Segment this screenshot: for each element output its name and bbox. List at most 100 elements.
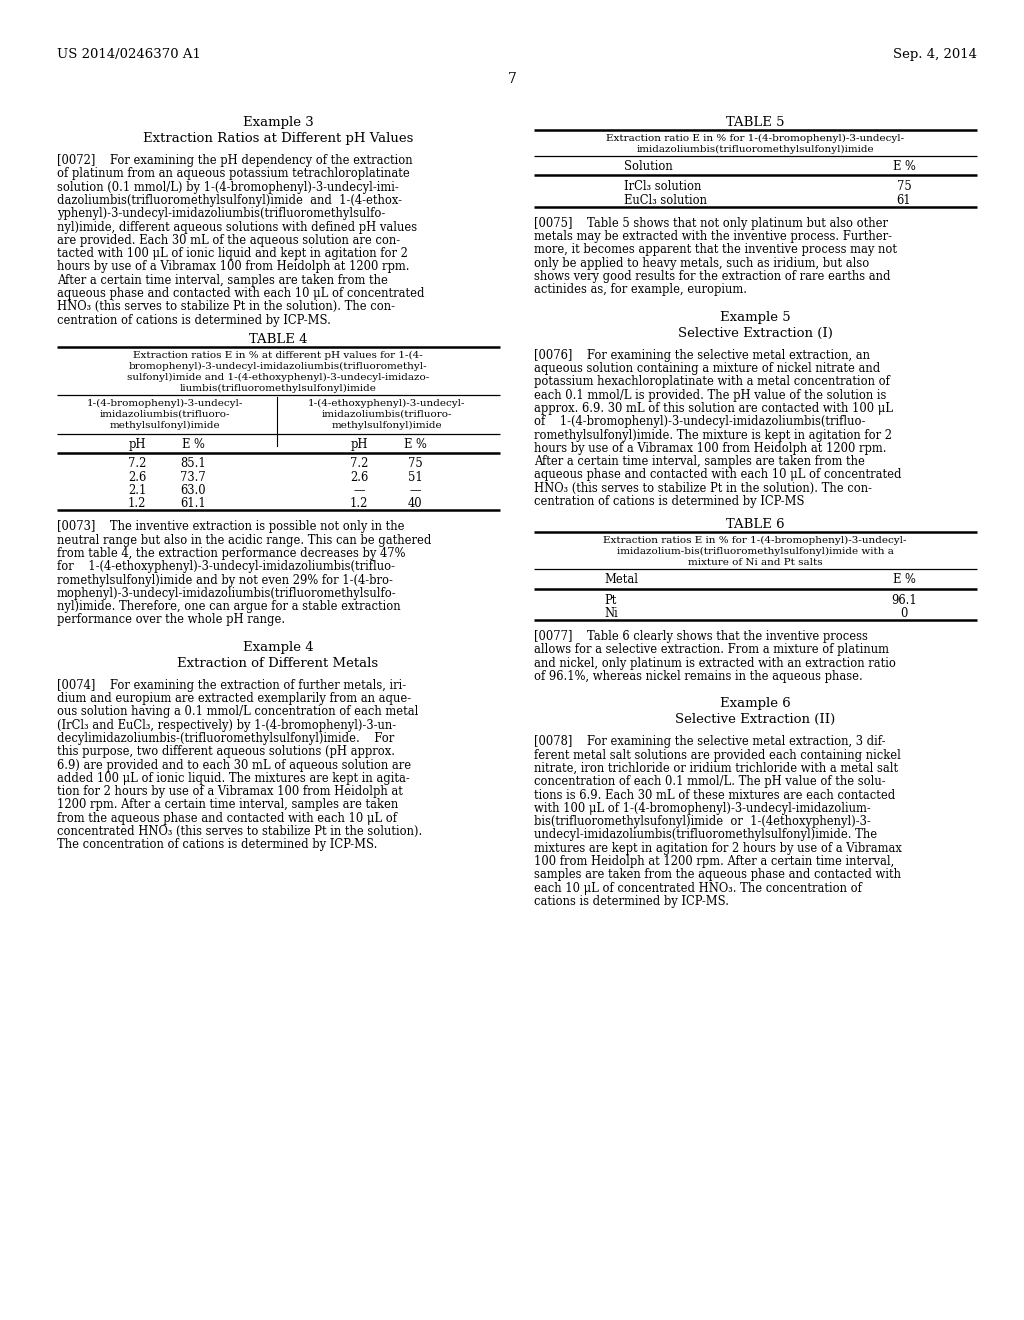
Text: Selective Extraction (II): Selective Extraction (II): [675, 713, 836, 726]
Text: [0077]    Table 6 clearly shows that the inventive process: [0077] Table 6 clearly shows that the in…: [534, 630, 868, 643]
Text: (IrCl₃ and EuCl₃, respectively) by 1-(4-bromophenyl)-3-un-: (IrCl₃ and EuCl₃, respectively) by 1-(4-…: [57, 718, 396, 731]
Text: concentrated HNO₃ (this serves to stabilize Pt in the solution).: concentrated HNO₃ (this serves to stabil…: [57, 825, 422, 838]
Text: 0: 0: [900, 607, 907, 620]
Text: 96.1: 96.1: [891, 594, 916, 607]
Text: bis(trifluoromethylsufonyl)imide  or  1-(4ethoxyphenyl)-3-: bis(trifluoromethylsufonyl)imide or 1-(4…: [534, 816, 870, 828]
Text: potassium hexachloroplatinate with a metal concentration of: potassium hexachloroplatinate with a met…: [534, 375, 890, 388]
Text: [0076]    For examining the selective metal extraction, an: [0076] For examining the selective metal…: [534, 348, 870, 362]
Text: pH: pH: [128, 438, 145, 451]
Text: 61: 61: [897, 194, 911, 207]
Text: aqueous phase and contacted with each 10 μL of concentrated: aqueous phase and contacted with each 10…: [57, 286, 425, 300]
Text: yphenyl)-3-undecyl-imidazoliumbis(trifluoromethylsulfo-: yphenyl)-3-undecyl-imidazoliumbis(triflu…: [57, 207, 385, 220]
Text: 85.1: 85.1: [180, 457, 206, 470]
Text: HNO₃ (this serves to stabilize Pt in the solution). The con-: HNO₃ (this serves to stabilize Pt in the…: [57, 301, 395, 313]
Text: [0078]    For examining the selective metal extraction, 3 dif-: [0078] For examining the selective metal…: [534, 735, 886, 748]
Text: mixture of Ni and Pt salts: mixture of Ni and Pt salts: [688, 558, 822, 568]
Text: nyl)imide. Therefore, one can argue for a stable extraction: nyl)imide. Therefore, one can argue for …: [57, 601, 400, 614]
Text: E %: E %: [403, 438, 426, 451]
Text: romethylsulfonyl)imide. The mixture is kept in agitation for 2: romethylsulfonyl)imide. The mixture is k…: [534, 429, 892, 441]
Text: bromophenyl)-3-undecyl-imidazoliumbis(trifluoromethyl-: bromophenyl)-3-undecyl-imidazoliumbis(tr…: [129, 362, 427, 371]
Text: 73.7: 73.7: [180, 470, 206, 483]
Text: concentration of each 0.1 mmol/L. The pH value of the solu-: concentration of each 0.1 mmol/L. The pH…: [534, 775, 886, 788]
Text: mixtures are kept in agitation for 2 hours by use of a Vibramax: mixtures are kept in agitation for 2 hou…: [534, 842, 902, 855]
Text: After a certain time interval, samples are taken from the: After a certain time interval, samples a…: [57, 273, 388, 286]
Text: imidazolium-bis(trifluoromethylsulfonyl)imide with a: imidazolium-bis(trifluoromethylsulfonyl)…: [616, 548, 893, 557]
Text: 75: 75: [408, 457, 422, 470]
Text: Example 3: Example 3: [243, 116, 313, 129]
Text: [0075]    Table 5 shows that not only platinum but also other: [0075] Table 5 shows that not only plati…: [534, 216, 888, 230]
Text: 63.0: 63.0: [180, 484, 206, 496]
Text: undecyl-imidazoliumbis(trifluoromethylsulfonyl)imide. The: undecyl-imidazoliumbis(trifluoromethylsu…: [534, 829, 878, 841]
Text: hours by use of a Vibramax 100 from Heidolph at 1200 rpm.: hours by use of a Vibramax 100 from Heid…: [57, 260, 410, 273]
Text: 40: 40: [408, 498, 422, 510]
Text: —: —: [410, 484, 421, 496]
Text: The concentration of cations is determined by ICP-MS.: The concentration of cations is determin…: [57, 838, 378, 851]
Text: centration of cations is determined by ICP-MS: centration of cations is determined by I…: [534, 495, 805, 508]
Text: decylimidazoliumbis-(trifluoromethylsulfonyl)imide.    For: decylimidazoliumbis-(trifluoromethylsulf…: [57, 733, 394, 744]
Text: 2.6: 2.6: [128, 470, 146, 483]
Text: samples are taken from the aqueous phase and contacted with: samples are taken from the aqueous phase…: [534, 869, 901, 882]
Text: —: —: [353, 484, 365, 496]
Text: romethylsulfonyl)imide and by not even 29% for 1-(4-bro-: romethylsulfonyl)imide and by not even 2…: [57, 574, 393, 586]
Text: 75: 75: [897, 181, 911, 193]
Text: tions is 6.9. Each 30 mL of these mixtures are each contacted: tions is 6.9. Each 30 mL of these mixtur…: [534, 788, 895, 801]
Text: US 2014/0246370 A1: US 2014/0246370 A1: [57, 48, 201, 61]
Text: aqueous phase and contacted with each 10 μL of concentrated: aqueous phase and contacted with each 10…: [534, 469, 901, 482]
Text: 100 from Heidolph at 1200 rpm. After a certain time interval,: 100 from Heidolph at 1200 rpm. After a c…: [534, 855, 894, 869]
Text: 1.2: 1.2: [128, 498, 146, 510]
Text: 1-(4-ethoxyphenyl)-3-undecyl-: 1-(4-ethoxyphenyl)-3-undecyl-: [308, 399, 466, 408]
Text: Pt: Pt: [604, 594, 616, 607]
Text: 1.2: 1.2: [350, 498, 369, 510]
Text: dazoliumbis(trifluoromethylsulfonyl)imide  and  1-(4-ethox-: dazoliumbis(trifluoromethylsulfonyl)imid…: [57, 194, 402, 207]
Text: dium and europium are extracted exemplarily from an aque-: dium and europium are extracted exemplar…: [57, 692, 411, 705]
Text: of platinum from an aqueous potassium tetrachloroplatinate: of platinum from an aqueous potassium te…: [57, 168, 410, 181]
Text: imidazoliumbis(trifluoro-: imidazoliumbis(trifluoro-: [99, 411, 230, 418]
Text: Sep. 4, 2014: Sep. 4, 2014: [893, 48, 977, 61]
Text: 1200 rpm. After a certain time interval, samples are taken: 1200 rpm. After a certain time interval,…: [57, 799, 398, 812]
Text: ferent metal salt solutions are provided each containing nickel: ferent metal salt solutions are provided…: [534, 748, 901, 762]
Text: only be applied to heavy metals, such as iridium, but also: only be applied to heavy metals, such as…: [534, 257, 869, 269]
Text: of 96.1%, whereas nickel remains in the aqueous phase.: of 96.1%, whereas nickel remains in the …: [534, 671, 863, 682]
Text: E %: E %: [181, 438, 205, 451]
Text: approx. 6.9. 30 mL of this solution are contacted with 100 μL: approx. 6.9. 30 mL of this solution are …: [534, 401, 893, 414]
Text: added 100 μL of ionic liquid. The mixtures are kept in agita-: added 100 μL of ionic liquid. The mixtur…: [57, 772, 410, 785]
Text: Example 6: Example 6: [720, 697, 791, 710]
Text: more, it becomes apparent that the inventive process may not: more, it becomes apparent that the inven…: [534, 243, 897, 256]
Text: 7.2: 7.2: [128, 457, 146, 470]
Text: ous solution having a 0.1 mmol/L concentration of each metal: ous solution having a 0.1 mmol/L concent…: [57, 705, 419, 718]
Text: and nickel, only platinum is extracted with an extraction ratio: and nickel, only platinum is extracted w…: [534, 657, 896, 669]
Text: Selective Extraction (I): Selective Extraction (I): [678, 327, 833, 339]
Text: [0072]    For examining the pH dependency of the extraction: [0072] For examining the pH dependency o…: [57, 154, 413, 168]
Text: each 10 μL of concentrated HNO₃. The concentration of: each 10 μL of concentrated HNO₃. The con…: [534, 882, 862, 895]
Text: methylsulfonyl)imide: methylsulfonyl)imide: [332, 421, 442, 430]
Text: pH: pH: [350, 438, 368, 451]
Text: centration of cations is determined by ICP-MS.: centration of cations is determined by I…: [57, 314, 331, 326]
Text: for    1-(4-ethoxyphenyl)-3-undecyl-imidazoliumbis(trifluo-: for 1-(4-ethoxyphenyl)-3-undecyl-imidazo…: [57, 560, 395, 573]
Text: nyl)imide, different aqueous solutions with defined pH values: nyl)imide, different aqueous solutions w…: [57, 220, 417, 234]
Text: imidazoliumbis(trifluoro-: imidazoliumbis(trifluoro-: [322, 411, 453, 418]
Text: EuCl₃ solution: EuCl₃ solution: [624, 194, 707, 207]
Text: cations is determined by ICP-MS.: cations is determined by ICP-MS.: [534, 895, 729, 908]
Text: nitrate, iron trichloride or iridium trichloride with a metal salt: nitrate, iron trichloride or iridium tri…: [534, 762, 898, 775]
Text: Example 4: Example 4: [243, 640, 313, 653]
Text: performance over the whole pH range.: performance over the whole pH range.: [57, 614, 285, 627]
Text: Ni: Ni: [604, 607, 617, 620]
Text: are provided. Each 30 mL of the aqueous solution are con-: are provided. Each 30 mL of the aqueous …: [57, 234, 400, 247]
Text: actinides as, for example, europium.: actinides as, for example, europium.: [534, 284, 746, 297]
Text: Metal: Metal: [604, 573, 638, 586]
Text: 7.2: 7.2: [350, 457, 369, 470]
Text: from table 4, the extraction performance decreases by 47%: from table 4, the extraction performance…: [57, 546, 406, 560]
Text: methylsulfonyl)imide: methylsulfonyl)imide: [110, 421, 220, 430]
Text: 51: 51: [408, 470, 422, 483]
Text: 2.1: 2.1: [128, 484, 146, 496]
Text: hours by use of a Vibramax 100 from Heidolph at 1200 rpm.: hours by use of a Vibramax 100 from Heid…: [534, 442, 887, 455]
Text: After a certain time interval, samples are taken from the: After a certain time interval, samples a…: [534, 455, 865, 469]
Text: Extraction of Different Metals: Extraction of Different Metals: [177, 657, 379, 669]
Text: Extraction ratio E in % for 1-(4-bromophenyl)-3-undecyl-: Extraction ratio E in % for 1-(4-bromoph…: [606, 135, 904, 143]
Text: of    1-(4-bromophenyl)-3-undecyl-imidazoliumbis(trifluo-: of 1-(4-bromophenyl)-3-undecyl-imidazoli…: [534, 416, 865, 428]
Text: 7: 7: [508, 73, 516, 86]
Text: TABLE 4: TABLE 4: [249, 333, 307, 346]
Text: HNO₃ (this serves to stabilize Pt in the solution). The con-: HNO₃ (this serves to stabilize Pt in the…: [534, 482, 872, 495]
Text: TABLE 6: TABLE 6: [726, 519, 784, 532]
Text: each 0.1 mmol/L is provided. The pH value of the solution is: each 0.1 mmol/L is provided. The pH valu…: [534, 388, 887, 401]
